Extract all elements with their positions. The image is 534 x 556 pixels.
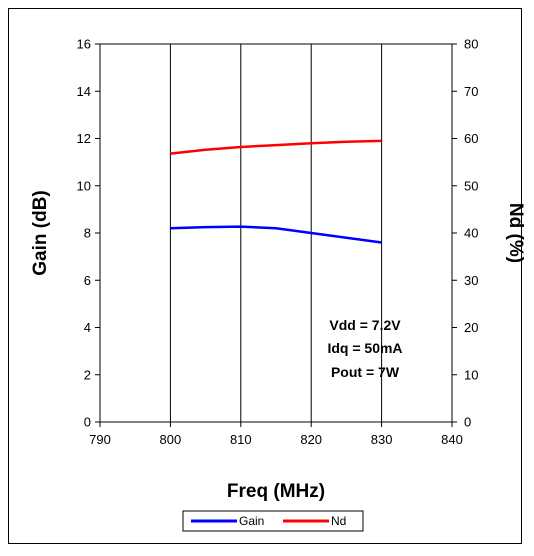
annotation-vdd: Vdd = 7.2V (329, 317, 401, 333)
x-tick-label: 800 (160, 432, 182, 447)
y2-axis-title: Nd (%) (505, 203, 526, 263)
x-tick-label: 810 (230, 432, 252, 447)
x-axis: 790 800 810 820 830 840 (89, 422, 463, 447)
y-tick-label: 8 (84, 226, 91, 241)
y-tick-label: 4 (84, 320, 91, 335)
y2-tick-label: 20 (464, 320, 478, 335)
x-tick-label: 820 (300, 432, 322, 447)
annotation-idq: Idq = 50mA (327, 340, 402, 356)
y-tick-label: 12 (77, 131, 91, 146)
y-tick-label: 16 (77, 37, 91, 52)
annotation-pout: Pout = 7W (331, 364, 400, 380)
y2-tick-label: 30 (464, 273, 478, 288)
y2-tick-label: 70 (464, 84, 478, 99)
y-tick-label: 0 (84, 415, 91, 430)
series-line-nd (170, 139, 382, 155)
x-tick-label: 840 (441, 432, 463, 447)
chart-frame (8, 8, 522, 544)
y-tick-label: 6 (84, 273, 91, 288)
x-tick-label: 790 (89, 432, 111, 447)
y2-tick-label: 50 (464, 178, 478, 193)
plot-area (99, 43, 453, 423)
y-tick-label: 10 (77, 178, 91, 193)
legend-label-nd: Nd (331, 514, 346, 528)
series-line-gain (170, 225, 382, 244)
y-tick-label: 14 (77, 84, 91, 99)
y-axis-title: Gain (dB) (30, 190, 51, 276)
y2-tick-label: 80 (464, 37, 478, 52)
x-tick-label: 830 (371, 432, 393, 447)
legend-box (182, 510, 364, 532)
y-tick-label: 2 (84, 367, 91, 382)
y2-tick-label: 60 (464, 131, 478, 146)
right-axis: 0 10 20 30 40 50 60 70 80 (452, 37, 478, 430)
x-axis-title: Freq (MHz) (227, 481, 325, 502)
series-layer (170, 139, 382, 244)
y2-tick-label: 40 (464, 226, 478, 241)
annotation-box: Vdd = 7.2V Idq = 50mA Pout = 7W (327, 317, 402, 380)
y2-tick-label: 0 (464, 415, 471, 430)
legend: Gain Nd (182, 510, 364, 532)
legend-label-gain: Gain (239, 514, 264, 528)
left-axis: 0 2 4 6 8 10 12 14 16 (77, 37, 100, 430)
y2-tick-label: 10 (464, 367, 478, 382)
